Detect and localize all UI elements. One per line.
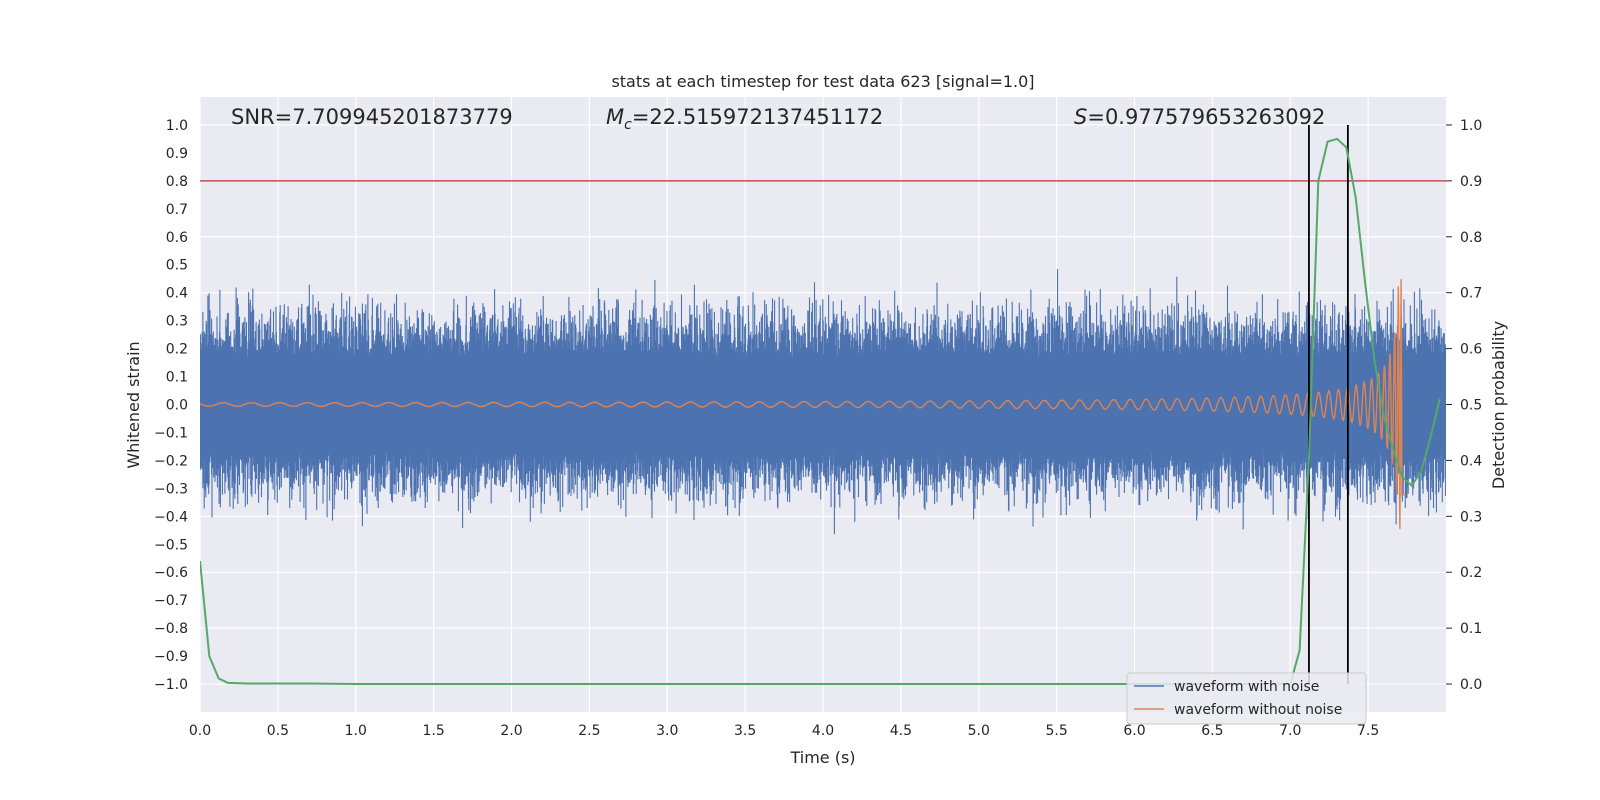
x-tick-label: 6.5 — [1201, 723, 1223, 739]
x-tick-label: 2.0 — [500, 723, 522, 739]
y-left-tick-label: −0.6 — [154, 565, 188, 581]
y-right-tick-label: 0.0 — [1460, 677, 1482, 693]
chirp-mass-value: =22.515972137451172 — [632, 105, 883, 129]
y-left-tick-label: 1.0 — [166, 118, 188, 134]
y-left-tick-label: −0.8 — [154, 621, 188, 637]
y-right-tick-label: 0.2 — [1460, 565, 1482, 581]
chirp-mass-subscript: c — [624, 117, 632, 133]
x-tick-label: 1.0 — [345, 723, 367, 739]
x-axis-label: Time (s) — [789, 748, 855, 767]
x-tick-label: 0.5 — [267, 723, 289, 739]
y-right-tick-label: 0.4 — [1460, 453, 1482, 469]
x-tick-label: 3.0 — [656, 723, 678, 739]
y-left-tick-label: −0.3 — [154, 481, 188, 497]
x-tick-label: 4.0 — [812, 723, 834, 739]
x-tick-label: 1.5 — [422, 723, 444, 739]
axis-ticks: 0.0 0.5 1.0 1.5 2.0 2.5 3.0 3.5 4.0 4.5 5.0 5.5 6.0 6… — [154, 118, 1482, 739]
x-tick-label: 5.5 — [1045, 723, 1067, 739]
score-value: =0.977579653263092 — [1087, 105, 1325, 129]
y-right-tick-label: 0.5 — [1460, 398, 1482, 414]
y-left-tick-label: −0.5 — [154, 537, 188, 553]
y-left-tick-label: 0.4 — [166, 286, 188, 302]
x-tick-label: 2.5 — [578, 723, 600, 739]
y-right-tick-label: 0.1 — [1460, 621, 1482, 637]
x-tick-label: 6.0 — [1123, 723, 1145, 739]
y-left-tick-label: 0.7 — [166, 202, 188, 218]
y-left-tick-label: 0.1 — [166, 370, 188, 386]
x-tick-label: 5.0 — [968, 723, 990, 739]
y-left-tick-label: −0.4 — [154, 509, 188, 525]
snr-annotation: SNR=7.709945201873779 — [231, 105, 513, 129]
y-left-tick-label: 0.9 — [166, 146, 188, 162]
y-left-tick-label: −0.7 — [154, 593, 188, 609]
x-tick-label: 0.0 — [189, 723, 211, 739]
y-axis-left-label: Whitened strain — [124, 341, 143, 468]
y-right-tick-label: 0.8 — [1460, 230, 1482, 246]
y-left-tick-label: −0.9 — [154, 649, 188, 665]
x-tick-label: 3.5 — [734, 723, 756, 739]
y-left-tick-label: −0.1 — [154, 425, 188, 441]
y-left-tick-label: −0.2 — [154, 453, 188, 469]
x-tick-label: 4.5 — [890, 723, 912, 739]
noisy-waveform-line — [200, 269, 1446, 535]
y-axis-right-label: Detection probability — [1489, 321, 1508, 489]
y-left-tick-label: −1.0 — [154, 677, 188, 693]
y-left-tick-label: 0.5 — [166, 258, 188, 274]
legend-label-clean: waveform without noise — [1174, 702, 1342, 718]
clean-waveform-line — [200, 279, 1406, 530]
chirp-mass-annotation: Mc=22.515972137451172 — [606, 105, 883, 133]
legend-box — [1126, 672, 1367, 725]
y-left-tick-label: 0.3 — [166, 314, 188, 330]
x-tick-label: 7.0 — [1279, 723, 1301, 739]
score-annotation: S=0.977579653263092 — [1074, 105, 1325, 129]
y-right-tick-label: 1.0 — [1460, 118, 1482, 134]
y-right-tick-label: 0.9 — [1460, 174, 1482, 190]
y-left-tick-label: 0.6 — [166, 230, 188, 246]
y-left-tick-label: 0.8 — [166, 174, 188, 190]
chirp-mass-symbol: M — [606, 105, 624, 129]
score-symbol: S — [1074, 105, 1087, 129]
x-tick-label: 7.5 — [1357, 723, 1379, 739]
chart-title: stats at each timestep for test data 623… — [611, 72, 1034, 91]
y-right-tick-label: 0.3 — [1460, 509, 1482, 525]
legend-label-noise: waveform with noise — [1174, 679, 1319, 695]
y-left-tick-label: 0.2 — [166, 342, 188, 358]
y-right-tick-label: 0.6 — [1460, 342, 1482, 358]
legend: waveform with noise waveform without noi… — [1126, 672, 1367, 725]
detection-probability-line — [200, 137, 1441, 685]
plot-content — [200, 124, 1446, 685]
y-left-tick-label: 0.0 — [166, 398, 188, 414]
y-right-tick-label: 0.7 — [1460, 286, 1482, 302]
